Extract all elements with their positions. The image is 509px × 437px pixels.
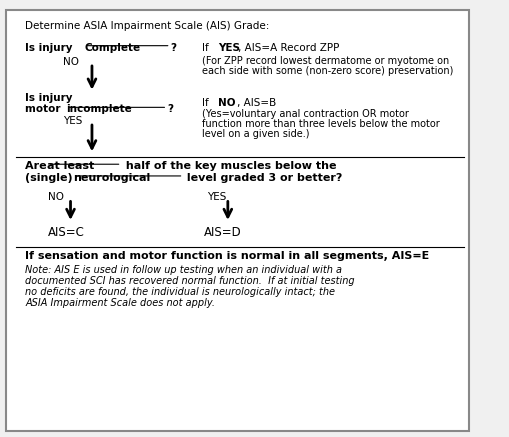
Text: NO: NO (218, 98, 236, 108)
Text: AIS=D: AIS=D (204, 226, 241, 239)
Text: YES: YES (63, 116, 83, 125)
Text: incomplete: incomplete (66, 104, 132, 114)
Text: YES: YES (207, 191, 227, 201)
Text: Are: Are (25, 161, 51, 171)
Text: each side with some (non-zero score) preservation): each side with some (non-zero score) pre… (202, 66, 453, 76)
Text: , AIS=A Record ZPP: , AIS=A Record ZPP (238, 43, 340, 52)
Text: ?: ? (167, 104, 173, 114)
Text: Note: AIS E is used in follow up testing when an individual with a: Note: AIS E is used in follow up testing… (25, 265, 342, 275)
Text: ASIA Impairment Scale does not apply.: ASIA Impairment Scale does not apply. (25, 298, 215, 308)
Text: (single): (single) (25, 173, 77, 183)
Text: (Yes=voluntary anal contraction OR motor: (Yes=voluntary anal contraction OR motor (202, 109, 409, 118)
Text: no deficits are found, the individual is neurologically intact; the: no deficits are found, the individual is… (25, 287, 335, 297)
Text: NO: NO (63, 56, 79, 66)
Text: (For ZPP record lowest dermatome or myotome on: (For ZPP record lowest dermatome or myot… (202, 55, 449, 66)
Text: Is injury: Is injury (25, 43, 76, 52)
Text: AIS=C: AIS=C (48, 226, 84, 239)
Text: NO: NO (48, 191, 64, 201)
Text: Is injury: Is injury (25, 94, 73, 104)
Text: YES: YES (218, 43, 240, 52)
Text: level graded 3 or better?: level graded 3 or better? (184, 173, 343, 183)
Text: ?: ? (171, 43, 177, 52)
Text: If: If (202, 98, 212, 108)
Text: half of the key muscles below the: half of the key muscles below the (122, 161, 336, 171)
Text: level on a given side.): level on a given side.) (202, 128, 309, 139)
Text: neurological: neurological (73, 173, 150, 183)
Text: function more than three levels below the motor: function more than three levels below th… (202, 118, 439, 128)
Text: documented SCI has recovered normal function.  If at initial testing: documented SCI has recovered normal func… (25, 276, 355, 286)
Text: motor: motor (25, 104, 64, 114)
Text: , AIS=B: , AIS=B (237, 98, 276, 108)
Text: Complete: Complete (85, 43, 141, 52)
Text: at least: at least (47, 161, 94, 171)
Text: If sensation and motor function is normal in all segments, AIS=E: If sensation and motor function is norma… (25, 251, 430, 261)
Text: Determine ASIA Impairment Scale (AIS) Grade:: Determine ASIA Impairment Scale (AIS) Gr… (25, 21, 270, 31)
FancyBboxPatch shape (6, 10, 469, 431)
Text: If: If (202, 43, 212, 52)
